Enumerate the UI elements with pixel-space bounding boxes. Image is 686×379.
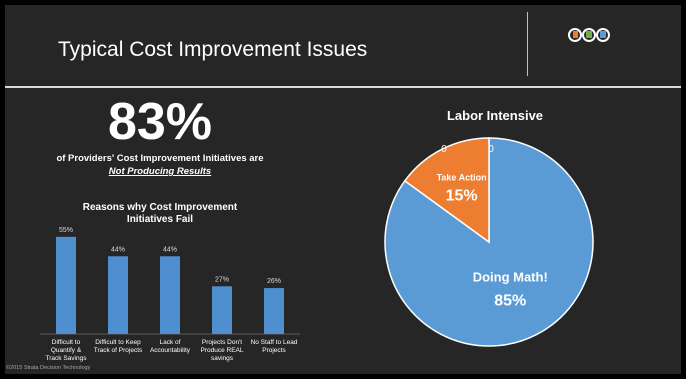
bar-category-label: Quantify &	[51, 347, 82, 354]
bar-category-label: Produce REAL	[201, 347, 244, 354]
headline-subtitle: of Providers' Cost Improvement Initiativ…	[5, 152, 315, 178]
bar-category-label: Track Savings	[46, 355, 88, 362]
bar-category-label: Projects	[262, 347, 286, 354]
bar-data-label: 27%	[215, 276, 229, 283]
bar	[108, 256, 128, 334]
bar-category-label: Projects Don't	[202, 339, 242, 346]
headline-line2: Not Producing Results	[108, 166, 212, 177]
bar-category-label: Lack of	[160, 339, 181, 346]
bar-chart-title: Reasons why Cost Improvement Initiatives…	[82, 202, 238, 225]
bar-data-label: 55%	[59, 227, 73, 234]
company-logo	[568, 28, 610, 42]
bar-data-label: 44%	[163, 246, 177, 253]
pie-value-doing-math: 85%	[494, 293, 526, 310]
bar	[212, 286, 232, 334]
bar-category-label: Difficult to Keep	[95, 339, 141, 346]
bar	[160, 256, 180, 334]
pie-label-take-action: Take Action	[437, 172, 487, 182]
bar-category-label: Track of Projects	[94, 347, 143, 354]
bar	[56, 236, 76, 334]
logo-circle-icon	[582, 28, 596, 42]
pie-zero-label: 0	[441, 144, 447, 155]
pie-slice-take-action	[403, 137, 490, 244]
pie-zero-label: 0	[488, 144, 494, 155]
pie-label-doing-math: Doing Math!	[473, 270, 548, 285]
copyright-text: ©2015 Strata Decision Technology	[6, 365, 91, 371]
page-title: Typical Cost Improvement Issues	[58, 38, 368, 61]
headline-line1: of Providers' Cost Improvement Initiativ…	[56, 153, 264, 164]
logo-circle-icon	[568, 28, 582, 42]
bar-category-label: savings	[211, 355, 234, 362]
headline-percent: 83%	[107, 93, 213, 151]
logo-circle-icon	[596, 28, 610, 42]
pie-value-take-action: 15%	[446, 187, 478, 204]
title-divider	[527, 12, 528, 76]
bar-category-label: No Staff to Lead	[251, 339, 298, 346]
bar-data-label: 26%	[267, 278, 281, 285]
bar-category-label: Difficult to	[52, 339, 81, 346]
bar-data-label: 44%	[111, 246, 125, 253]
bar-category-label: Accountability	[150, 347, 191, 354]
pie-chart-title: Labor Intensive	[446, 108, 544, 123]
bar	[264, 288, 284, 334]
header-divider	[5, 86, 681, 88]
